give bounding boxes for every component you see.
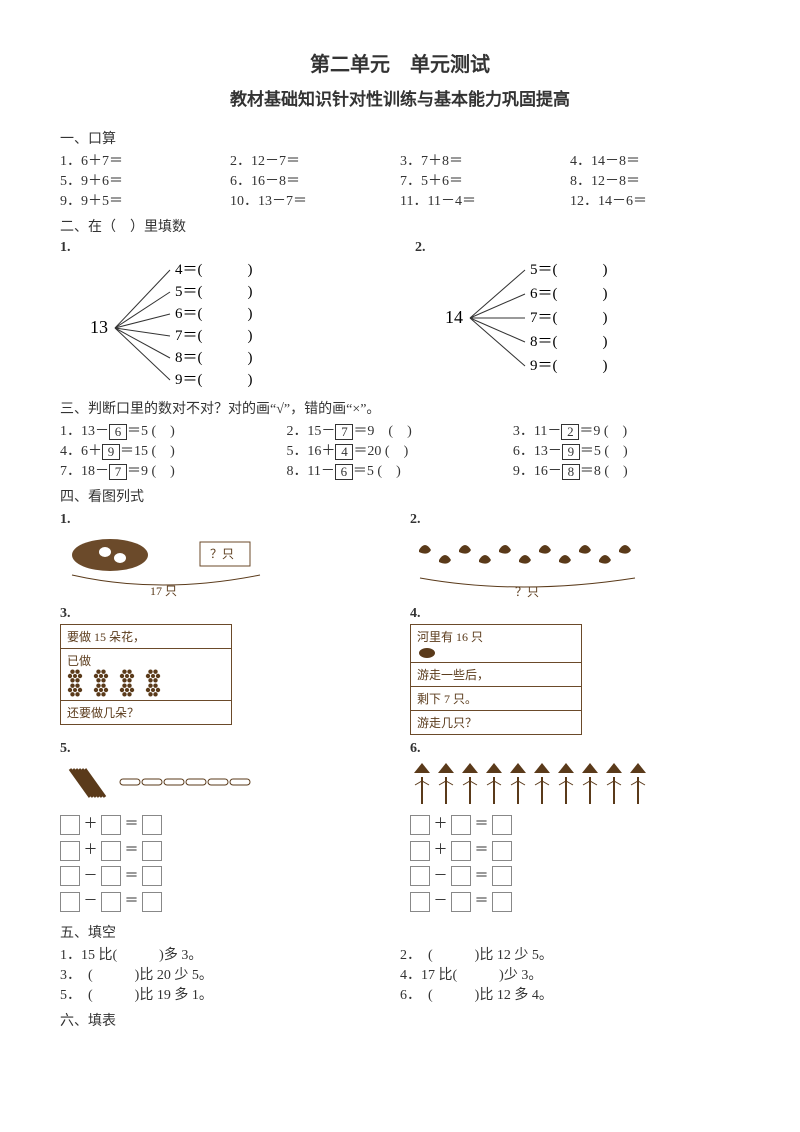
q4-4: 4. 河里有 16 只 游走一些后， 剩下 7 只。 游走几只？ — [410, 606, 740, 735]
q4-4-line: 剩下 7 只。 — [411, 687, 581, 711]
q4-4-line: 河里有 16 只 — [411, 625, 581, 663]
svg-text:5＝( ): 5＝( ) — [530, 262, 608, 278]
section-2-head: 二、在（ ）里填数 — [60, 216, 740, 236]
q-cell: 9．9＋5＝ — [60, 190, 230, 210]
sticks-figure — [60, 759, 280, 809]
svg-text:14: 14 — [445, 307, 463, 327]
q4-5-num: 5. — [60, 741, 390, 757]
svg-text:5＝( ): 5＝( ) — [175, 284, 253, 300]
q-cell: 2．12－7＝ — [230, 150, 400, 170]
q4-5: 5. ＋ ＝ ＋ ＝ － ＝ － ＝ — [60, 741, 390, 916]
svg-text:？只: ？只 — [515, 585, 539, 599]
section-5-head: 五、填空 — [60, 922, 740, 942]
q-cell: 4．14－8＝ — [570, 150, 740, 170]
fill-cell: 4．17 比( )少 3。 — [400, 964, 740, 984]
fan-2-number: 2. — [415, 240, 740, 256]
section-6-head: 六、填表 — [60, 1010, 740, 1030]
equation-block: ＋ ＝ ＋ ＝ － ＝ － ＝ — [410, 813, 740, 912]
equation-line: － ＝ — [410, 890, 740, 912]
q-cell: 7．5＋6＝ — [400, 170, 570, 190]
judge-cell: 6．13－9＝5 ( ) — [513, 440, 739, 460]
q-cell: 5．9＋6＝ — [60, 170, 230, 190]
q4-3-line: 已做 — [61, 649, 231, 701]
fan-diagram-2: 2. 14 5＝( ) 6＝( ) 7＝( ) 8＝( ) 9＝( ) — [415, 240, 740, 378]
q4-3-line: 要做 15 朵花， — [61, 625, 231, 649]
judge-cell: 4．6＋9＝15 ( ) — [60, 440, 286, 460]
section-3-grid: 1．13－6＝5 ( )2．15－7＝9 ( )3．11－2＝9 ( ) 4．6＋… — [60, 420, 740, 480]
q4-2-num: 2. — [410, 512, 740, 528]
svg-text:6＝( ): 6＝( ) — [530, 286, 608, 302]
svg-text:17 只: 17 只 — [150, 584, 177, 598]
section-3-head: 三、判断口里的数对不对？对的画“√”，错的画“×”。 — [60, 398, 740, 418]
equation-line: ＋ ＝ — [410, 839, 740, 861]
fan-diagram-1: 1. 13 4＝( ) 5＝( ) 6＝( ) 7＝( ) 8＝( ) 9＝( ) — [60, 240, 385, 388]
svg-text:7＝( ): 7＝( ) — [175, 328, 253, 344]
q-cell: 12．14－6＝ — [570, 190, 740, 210]
fill-cell: 3． ( )比 20 少 5。 — [60, 964, 400, 984]
svg-text:？只: ？只 — [210, 547, 234, 561]
page-subtitle: 教材基础知识针对性训练与基本能力巩固提高 — [60, 85, 740, 110]
judge-cell: 8．11－6＝5 ( ) — [286, 460, 512, 480]
fill-cell: 5． ( )比 19 多 1。 — [60, 984, 400, 1004]
svg-text:8＝( ): 8＝( ) — [530, 334, 608, 350]
q4-1-figure: ？只 17 只 — [60, 530, 310, 600]
q4-4-line: 游走几只？ — [411, 711, 581, 734]
q4-1-num: 1. — [60, 512, 390, 528]
svg-text:4＝( ): 4＝( ) — [175, 262, 253, 278]
fan-1-root: 13 — [90, 317, 108, 337]
turtle-icon — [417, 645, 437, 659]
fill-cell: 6． ( )比 12 多 4。 — [400, 984, 740, 1004]
equation-line: － ＝ — [60, 865, 390, 887]
equation-line: － ＝ — [60, 890, 390, 912]
section-4-head: 四、看图列式 — [60, 486, 740, 506]
q-cell: 6．16－8＝ — [230, 170, 400, 190]
svg-text:9＝( ): 9＝( ) — [530, 358, 608, 374]
q-cell: 3．7＋8＝ — [400, 150, 570, 170]
equation-block: ＋ ＝ ＋ ＝ － ＝ － ＝ — [60, 813, 390, 912]
svg-text:6＝( ): 6＝( ) — [175, 306, 253, 322]
q4-4-num: 4. — [410, 606, 740, 622]
q4-3-num: 3. — [60, 606, 390, 622]
fan-2-svg: 14 5＝( ) 6＝( ) 7＝( ) 8＝( ) 9＝( ) — [415, 258, 675, 378]
q-cell: 1．6＋7＝ — [60, 150, 230, 170]
fan-1-number: 1. — [60, 240, 385, 256]
equation-line: ＋ ＝ — [60, 813, 390, 835]
judge-cell: 3．11－2＝9 ( ) — [513, 420, 739, 440]
plants-figure — [410, 759, 670, 809]
q4-1: 1. ？只 17 只 — [60, 512, 390, 600]
judge-cell: 5．16＋4＝20 ( ) — [286, 440, 512, 460]
q4-2-figure: ？只 — [410, 530, 670, 600]
judge-cell: 1．13－6＝5 ( ) — [60, 420, 286, 440]
fill-cell: 2． ( )比 12 少 5。 — [400, 944, 740, 964]
equation-line: － ＝ — [410, 865, 740, 887]
q4-6: 6. ＋ ＝ ＋ ＝ － ＝ － ＝ — [410, 741, 740, 916]
q4-3: 3. 要做 15 朵花， 已做 还要做几朵？ — [60, 606, 390, 735]
fan-1-svg: 13 4＝( ) 5＝( ) 6＝( ) 7＝( ) 8＝( ) 9＝( ) — [60, 258, 320, 388]
q-cell: 8．12－8＝ — [570, 170, 740, 190]
q4-6-num: 6. — [410, 741, 740, 757]
judge-cell: 7．18－7＝9 ( ) — [60, 460, 286, 480]
q4-2: 2. ？只 — [410, 512, 740, 600]
q4-3-line: 还要做几朵？ — [61, 701, 231, 724]
judge-cell: 2．15－7＝9 ( ) — [286, 420, 512, 440]
equation-line: ＋ ＝ — [60, 839, 390, 861]
judge-cell: 9．16－8＝8 ( ) — [513, 460, 739, 480]
section-1-head: 一、口算 — [60, 128, 740, 148]
q-cell: 11．11－4＝ — [400, 190, 570, 210]
fill-cell: 1．15 比( )多 3。 — [60, 944, 400, 964]
page-title: 第二单元 单元测试 — [60, 48, 740, 77]
svg-text:7＝( ): 7＝( ) — [530, 310, 608, 326]
svg-text:8＝( ): 8＝( ) — [175, 350, 253, 366]
equation-line: ＋ ＝ — [410, 813, 740, 835]
q4-4-line: 游走一些后， — [411, 663, 581, 687]
section-5-grid: 1．15 比( )多 3。2． ( )比 12 少 5。 3． ( )比 20 … — [60, 944, 740, 1004]
section-1-grid: 1．6＋7＝ 2．12－7＝ 3．7＋8＝ 4．14－8＝ 5．9＋6＝ 6．1… — [60, 150, 740, 210]
flowers-icon — [67, 669, 177, 697]
svg-text:9＝( ): 9＝( ) — [175, 372, 253, 388]
q-cell: 10．13－7＝ — [230, 190, 400, 210]
